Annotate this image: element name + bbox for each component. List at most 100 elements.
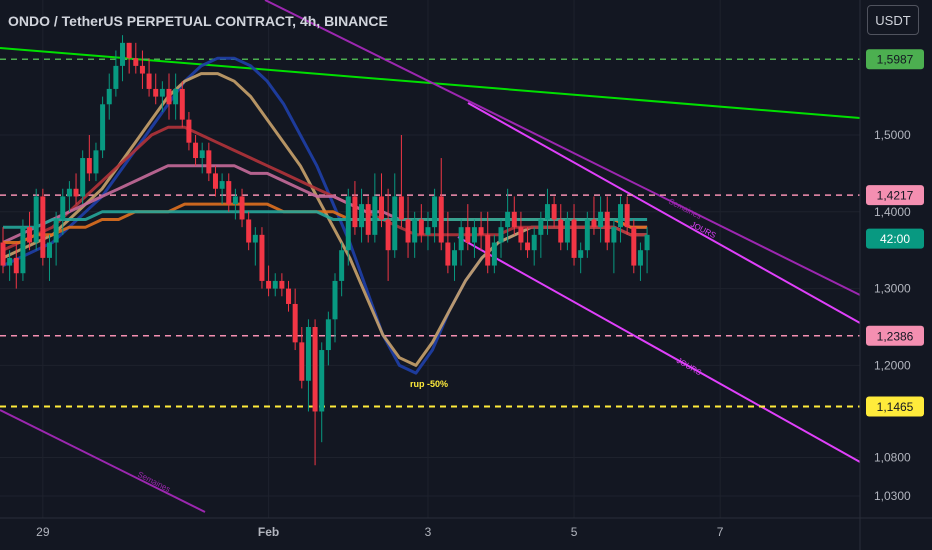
candle [518, 211, 524, 251]
y-tick-label: 1,0300 [874, 489, 911, 503]
price-tag-bg [866, 49, 924, 70]
candle [212, 165, 218, 197]
candle [551, 196, 557, 228]
candle-body [40, 196, 46, 258]
candle-body [153, 88, 159, 97]
trendline-daily-upper [467, 102, 861, 324]
candle [365, 196, 371, 243]
candle-body [339, 250, 345, 281]
price-tag-label: 1,2386 [877, 329, 914, 343]
candle-body [558, 219, 564, 243]
price-tag-label: 1,4217 [877, 189, 914, 203]
candle [219, 173, 225, 205]
candle-body [392, 196, 398, 251]
candle [478, 211, 484, 251]
candle-body [173, 88, 179, 105]
candle-body [113, 65, 119, 89]
candle [153, 73, 159, 105]
candle [106, 73, 112, 120]
candle [266, 265, 272, 297]
candle [299, 327, 305, 389]
candle [578, 242, 584, 274]
candle [465, 204, 471, 251]
candle-body [571, 219, 577, 258]
candle-body [166, 88, 172, 105]
candlesticks [0, 35, 650, 466]
candle-body [332, 280, 338, 320]
candle-body [13, 257, 19, 274]
candle [312, 319, 318, 466]
annotation-label: JOURS [675, 356, 703, 377]
y-tick-label: 1,0800 [874, 451, 911, 465]
candle-body [126, 42, 132, 59]
candle [491, 234, 497, 274]
candle-body [445, 242, 451, 266]
candle-body [365, 204, 371, 235]
candle [332, 273, 338, 343]
candle-body [471, 227, 477, 243]
candle [339, 242, 345, 297]
price-tag: 1,2386 [866, 325, 924, 346]
price-tag-bg [866, 185, 924, 206]
chart-title: ONDO / TetherUS PERPETUAL CONTRACT, 4h, … [8, 13, 388, 29]
candle [199, 142, 205, 174]
candle [27, 211, 33, 251]
candle-body [146, 73, 152, 89]
currency-button[interactable]: USDT [867, 5, 919, 35]
candle [432, 188, 438, 243]
candle-body [398, 196, 404, 220]
x-tick-label: 3 [425, 525, 432, 539]
candle [46, 234, 52, 281]
candle-body [425, 227, 431, 235]
candle-body [637, 250, 643, 266]
candle [193, 135, 199, 166]
candle-body [86, 158, 92, 174]
candle-body [432, 196, 438, 228]
candle [60, 188, 66, 235]
moving-average-line [2, 125, 648, 252]
candle-body [478, 227, 484, 235]
candle [159, 81, 165, 112]
time-axis[interactable]: 29Feb35710 [0, 517, 932, 539]
candle [259, 227, 265, 289]
candle-body [179, 88, 185, 120]
candle-body [611, 227, 617, 243]
candle [73, 173, 79, 205]
candle [252, 227, 258, 266]
candle [564, 211, 570, 251]
candle-body [286, 288, 292, 304]
candle-body [279, 280, 285, 289]
chart-grid [0, 0, 860, 518]
candle-body [372, 196, 378, 235]
candle [452, 242, 458, 281]
candle [239, 188, 245, 228]
candle-body [378, 196, 384, 220]
candle [186, 111, 192, 151]
candle-body [266, 280, 272, 289]
candle-body [452, 250, 458, 266]
candle-body [66, 188, 72, 197]
candle [644, 227, 650, 274]
y-tick-label: 1,4000 [874, 205, 911, 219]
candle [66, 181, 72, 212]
candle-body [7, 257, 13, 266]
candle-body [133, 58, 139, 66]
candle [53, 211, 59, 266]
candle [445, 211, 451, 274]
candle [558, 204, 564, 251]
candle-body [491, 242, 497, 266]
candle [272, 273, 278, 297]
candle [120, 35, 126, 82]
candle-body [485, 234, 491, 266]
candle-body [0, 242, 6, 266]
candle [418, 204, 424, 243]
price-tag-label: 42:00 [880, 232, 910, 246]
candle-body [352, 196, 358, 228]
price-tag-bg [866, 325, 924, 346]
candle-body [418, 219, 424, 235]
candle-body [252, 234, 258, 243]
candle-body [511, 211, 517, 228]
price-axis[interactable]: 1,5000 1,4000 1,3000 1,2000 1,0800 1,0300 [859, 0, 911, 550]
candle-body [186, 119, 192, 143]
